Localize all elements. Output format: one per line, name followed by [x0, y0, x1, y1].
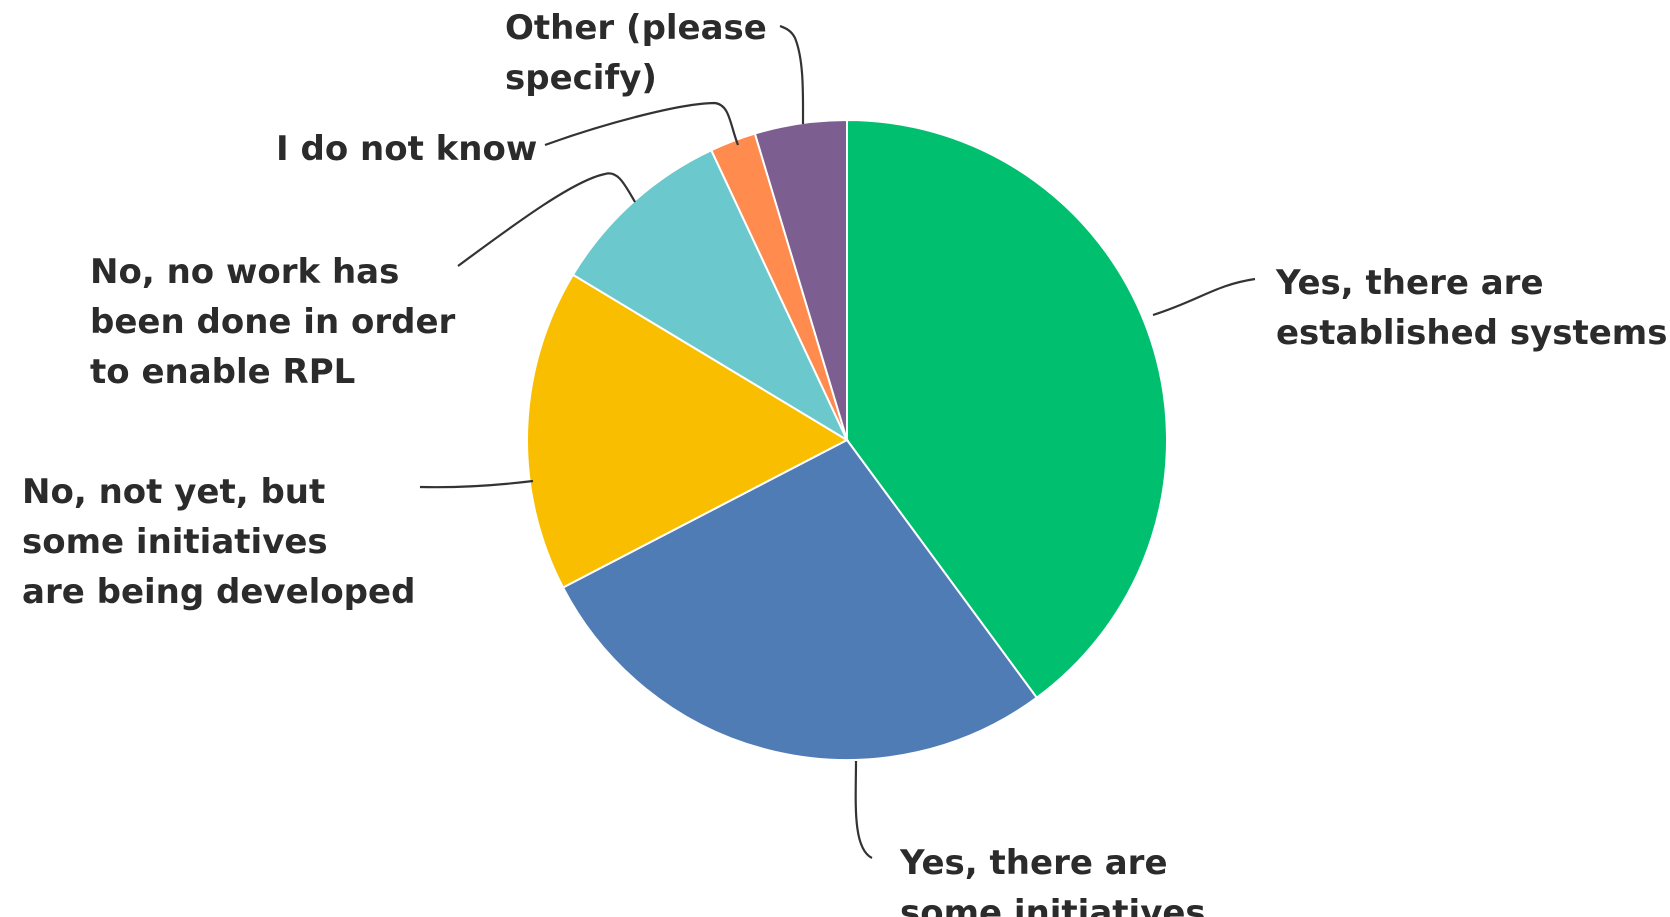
leader-lines	[419, 24, 1256, 859]
slice-label-1: Yes, there are established systems	[1275, 263, 1667, 353]
leader-line-4	[457, 172, 636, 267]
slice-label-5: I do not know	[276, 129, 537, 169]
slice-label-line: No, not yet, but	[22, 472, 325, 512]
leader-line-6	[779, 24, 805, 125]
slice-label-line: I do not know	[276, 129, 537, 169]
slice-label-2: Yes, there are some initiatives	[899, 843, 1206, 917]
slice-label-line: Yes, there are	[1275, 263, 1544, 303]
pie-slice-1	[846, 118, 1168, 700]
slice-label-line: Yes, there are	[899, 843, 1168, 883]
slice-label-line: some initiatives	[22, 522, 328, 562]
slice-label-3: No, not yet, but some initiatives are bein…	[22, 472, 415, 612]
leader-line-1	[1152, 277, 1256, 317]
slice-label-line: to enable RPL	[90, 352, 355, 392]
leader-line-2	[854, 760, 873, 859]
slice-label-line: established systems	[1276, 313, 1667, 353]
pie-slice-2	[561, 438, 1039, 762]
slice-label-line: are being developed	[22, 572, 415, 612]
pie-slice-4	[571, 148, 850, 443]
slice-label-line: been done in order	[90, 302, 456, 342]
leader-line-5	[544, 101, 740, 147]
pie-slice-3	[526, 273, 850, 589]
slice-label-line: specify)	[505, 58, 657, 98]
slice-label-6: Other (please specify)	[505, 8, 767, 98]
pie-slice-6	[753, 118, 848, 441]
slice-label-line: No, no work has	[90, 252, 399, 292]
slice-label-4: No, no work has been done in order to enab…	[90, 252, 456, 392]
leader-line-3	[419, 479, 534, 489]
pie-slices	[526, 118, 1168, 762]
slice-label-line: Other (please	[505, 8, 767, 48]
slice-label-line: some initiatives	[900, 893, 1206, 917]
